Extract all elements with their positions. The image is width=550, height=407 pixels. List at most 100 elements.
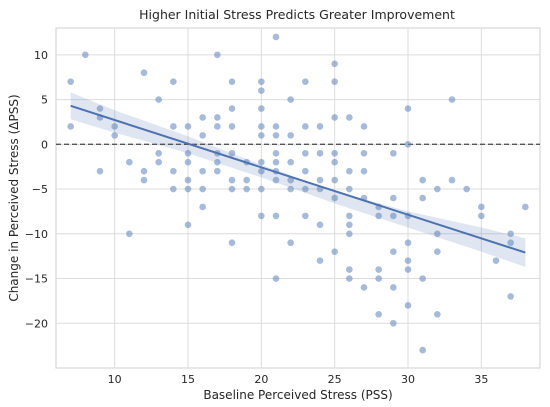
data-point bbox=[302, 212, 309, 220]
data-point bbox=[346, 221, 353, 229]
data-point bbox=[228, 239, 236, 247]
data-point bbox=[331, 78, 338, 85]
data-point bbox=[140, 167, 148, 175]
data-point bbox=[316, 149, 324, 157]
data-point bbox=[346, 266, 353, 273]
data-point bbox=[316, 221, 324, 229]
data-point bbox=[184, 158, 192, 166]
data-point bbox=[170, 123, 177, 130]
data-point bbox=[390, 319, 397, 327]
data-point bbox=[184, 185, 192, 193]
data-point bbox=[287, 96, 294, 103]
y-tick-label: −15 bbox=[25, 273, 48, 286]
data-point bbox=[258, 212, 265, 220]
x-tick-label: 30 bbox=[401, 373, 415, 386]
data-point bbox=[507, 230, 514, 238]
data-point bbox=[316, 176, 324, 184]
data-point bbox=[346, 167, 353, 175]
data-point bbox=[96, 105, 104, 112]
x-axis-label: Baseline Perceived Stress (PSS) bbox=[203, 388, 392, 402]
data-point bbox=[419, 346, 426, 354]
data-point bbox=[316, 257, 324, 264]
data-point bbox=[507, 293, 514, 300]
data-point bbox=[316, 123, 324, 130]
data-point bbox=[360, 123, 368, 130]
data-point bbox=[463, 185, 470, 193]
data-point bbox=[228, 149, 236, 157]
data-point bbox=[375, 311, 382, 318]
data-point bbox=[390, 248, 397, 255]
y-tick-label: −20 bbox=[25, 317, 48, 330]
data-point bbox=[404, 105, 412, 112]
data-point bbox=[272, 158, 280, 166]
y-tick-label: −5 bbox=[32, 183, 48, 196]
data-point bbox=[287, 132, 294, 139]
data-point bbox=[140, 69, 148, 77]
data-point bbox=[287, 239, 294, 247]
data-point bbox=[272, 123, 280, 130]
data-point bbox=[126, 158, 133, 166]
data-point bbox=[346, 114, 353, 121]
data-point bbox=[507, 239, 514, 247]
data-point bbox=[346, 230, 353, 238]
data-point bbox=[67, 78, 74, 85]
data-point bbox=[346, 212, 353, 220]
data-point bbox=[287, 185, 294, 193]
data-point bbox=[184, 149, 192, 157]
data-point bbox=[375, 212, 382, 220]
data-point bbox=[199, 203, 206, 211]
y-tick-label: −10 bbox=[25, 228, 48, 241]
data-point bbox=[67, 123, 74, 130]
data-point bbox=[331, 194, 338, 202]
data-point bbox=[360, 149, 368, 157]
data-point bbox=[331, 149, 338, 157]
data-point bbox=[243, 185, 250, 193]
data-point bbox=[214, 158, 221, 166]
data-point bbox=[434, 230, 441, 238]
data-point bbox=[140, 176, 148, 184]
data-point bbox=[390, 284, 397, 291]
data-point bbox=[228, 123, 236, 130]
data-point bbox=[302, 167, 309, 175]
data-point bbox=[390, 149, 397, 157]
data-point bbox=[96, 167, 104, 175]
data-point bbox=[258, 123, 265, 130]
regression-line bbox=[70, 104, 526, 254]
data-point bbox=[434, 185, 441, 193]
data-point bbox=[184, 221, 192, 229]
data-point bbox=[184, 123, 192, 130]
y-tick-label: 5 bbox=[41, 94, 48, 107]
data-point bbox=[346, 185, 353, 193]
data-point bbox=[302, 185, 309, 193]
data-point bbox=[272, 149, 280, 157]
data-point bbox=[111, 123, 118, 130]
data-point bbox=[258, 158, 265, 166]
data-point bbox=[228, 185, 236, 193]
data-point bbox=[346, 275, 353, 282]
x-tick-label: 20 bbox=[254, 373, 268, 386]
data-point bbox=[199, 185, 206, 193]
data-point bbox=[404, 266, 412, 273]
data-point bbox=[448, 176, 456, 184]
data-point bbox=[287, 176, 294, 184]
data-point bbox=[155, 96, 162, 103]
data-point bbox=[228, 105, 236, 112]
data-point bbox=[155, 149, 162, 157]
data-point bbox=[331, 114, 338, 121]
data-point bbox=[331, 248, 338, 255]
x-tick-labels: 10 15 20 25 30 35 bbox=[108, 373, 489, 386]
regression-group bbox=[70, 104, 526, 254]
data-point bbox=[170, 185, 177, 193]
data-point bbox=[404, 141, 412, 148]
data-point bbox=[258, 185, 265, 193]
x-tick-label: 15 bbox=[181, 373, 195, 386]
data-point bbox=[404, 302, 412, 309]
data-point bbox=[478, 203, 485, 211]
data-point bbox=[390, 194, 397, 202]
data-point bbox=[214, 123, 221, 130]
data-point bbox=[390, 212, 397, 220]
y-axis-label: Change in Perceived Stress (ΔPSS) bbox=[7, 94, 21, 301]
data-point bbox=[258, 78, 265, 85]
data-point bbox=[82, 51, 89, 59]
